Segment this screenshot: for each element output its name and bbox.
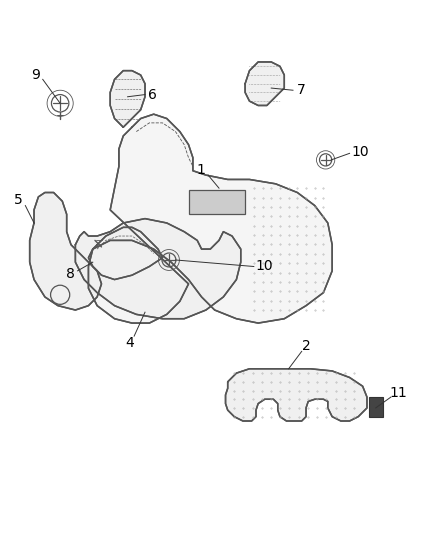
Text: 11: 11 — [389, 386, 407, 400]
Polygon shape — [30, 192, 102, 310]
Polygon shape — [226, 369, 367, 421]
Text: 1: 1 — [196, 163, 205, 177]
Text: 9: 9 — [31, 68, 40, 82]
Text: 10: 10 — [352, 145, 369, 159]
Bar — [188, 190, 245, 214]
Text: 2: 2 — [302, 338, 311, 353]
Polygon shape — [75, 219, 241, 319]
Text: 10: 10 — [256, 260, 273, 273]
Text: 4: 4 — [125, 336, 134, 350]
Polygon shape — [88, 228, 162, 279]
Text: 7: 7 — [297, 83, 305, 97]
Bar — [369, 397, 383, 417]
Text: 6: 6 — [148, 87, 157, 102]
Text: 5: 5 — [14, 193, 22, 207]
Polygon shape — [245, 62, 284, 106]
Polygon shape — [88, 114, 332, 323]
Text: 8: 8 — [66, 268, 74, 281]
Polygon shape — [110, 71, 145, 127]
